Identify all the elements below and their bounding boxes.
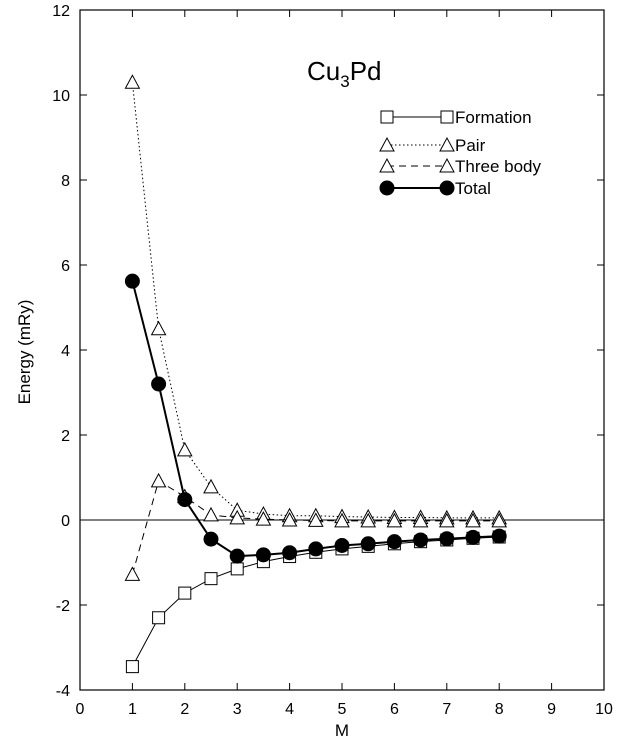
triangle-marker [439,136,455,152]
circle-marker [282,545,298,561]
x-tick-label: 4 [285,701,294,718]
x-tick-label: 6 [390,701,399,718]
y-tick-label: 0 [61,513,70,530]
series-group [124,74,508,674]
circle-marker [151,376,167,392]
x-tick-label: 7 [442,701,451,718]
circle-marker [465,529,481,545]
annotation-tail: Pd [350,56,382,86]
x-tick-label: 9 [547,701,556,718]
legend: Formation Pair Three body Total [379,108,541,198]
square-marker [125,660,139,674]
circle-marker [491,528,507,544]
y-tick-label: 8 [61,173,70,190]
triangle-marker [439,157,455,173]
triangle-marker [255,511,272,526]
triangle-marker [281,511,298,527]
x-tick-label: 2 [180,701,189,718]
y-tick-label: 10 [52,88,70,105]
triangle-marker [465,512,481,528]
y-tick-label: 4 [61,343,70,360]
legend-item: Three body [379,157,541,176]
circle-marker [124,273,140,289]
triangle-marker [386,512,403,528]
circle-marker [386,534,402,550]
circle-marker [360,536,376,552]
circle-marker [334,538,350,553]
triangle-marker [334,512,350,528]
series-line [131,82,500,519]
legend-item: Total [379,179,491,198]
triangle-marker [203,506,219,522]
x-tick-label: 1 [128,701,137,718]
triangle-marker [150,472,167,488]
series-total [124,273,507,564]
triangle-marker [412,512,429,528]
triangle-marker [176,441,193,457]
triangle-marker [124,74,141,89]
circle-marker [229,548,245,564]
annotation-subscript: 3 [340,72,349,91]
triangle-marker [438,512,455,528]
triangle-marker [379,157,395,173]
triangle-marker [307,512,324,527]
legend-label: Pair [455,136,486,155]
circle-marker [203,531,219,547]
circle-marker [439,531,455,547]
triangle-marker [229,509,246,525]
square-marker [204,572,218,586]
circle-marker [308,541,324,557]
square-marker [230,562,244,576]
y-tick-label: -4 [56,683,70,700]
x-tick-label: 5 [338,701,347,718]
legend-label: Three body [455,157,541,176]
triangle-marker [203,478,219,494]
circle-marker [379,180,395,196]
square-marker [152,611,166,625]
annotation-main: Cu [307,56,340,86]
triangle-marker [379,136,395,152]
circle-marker [255,547,271,563]
y-tick-label: 12 [52,3,70,20]
triangle-marker [124,566,141,581]
x-tick-label: 10 [595,701,613,718]
y-tick-label: 6 [61,258,70,275]
x-tick-label: 8 [495,701,504,718]
y-tick-label: 2 [61,428,70,445]
circle-marker [439,180,455,196]
square-marker [178,586,192,600]
legend-item: Pair [379,136,486,155]
square-marker [380,110,394,124]
triangle-marker [360,512,377,528]
legend-label: Total [455,179,491,198]
square-marker [440,110,454,124]
x-tick-label: 3 [233,701,242,718]
legend-label: Formation [455,108,532,127]
triangle-marker [150,320,167,336]
x-axis-title: M [335,721,349,740]
triangle-marker [491,512,508,528]
circle-marker [413,532,429,548]
y-tick-label: -2 [56,598,70,615]
compound-annotation: Cu3Pd [307,56,382,91]
x-tick-label: 0 [76,701,85,718]
circle-marker [177,492,193,508]
legend-item: Formation [380,108,532,127]
y-axis-title: Energy (mRy) [15,300,34,405]
